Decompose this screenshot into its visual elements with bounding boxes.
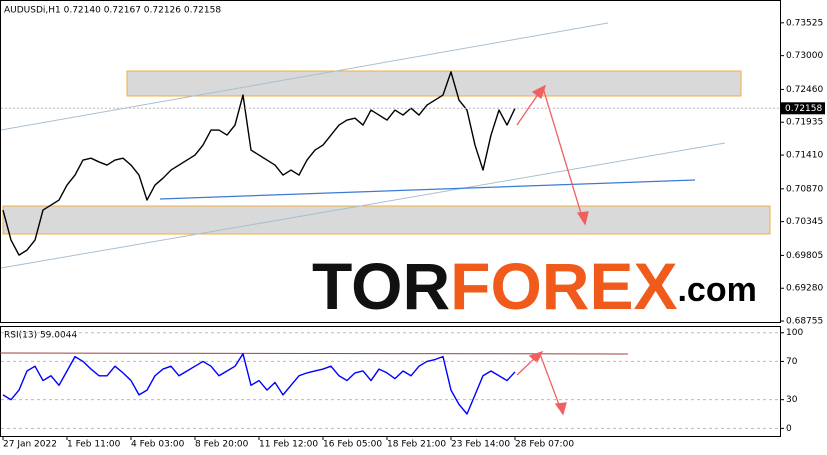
- y-tick-label: 0: [786, 424, 792, 434]
- y-tick-label: 0.73000: [786, 51, 823, 61]
- resistance-zone: [126, 70, 742, 97]
- y-tick-label: 0.68755: [786, 317, 823, 327]
- channel-lower: [0, 142, 726, 269]
- y-tick-label: 0.70345: [786, 217, 823, 227]
- x-tick-label: 18 Feb 21:00: [387, 440, 446, 450]
- x-tick-label: 23 Feb 14:00: [451, 440, 510, 450]
- watermark-orange: FOREX: [450, 249, 677, 323]
- y-tick-label: 0.71410: [786, 151, 823, 161]
- forecast-arrows: [516, 84, 589, 416]
- rsi-level-line: [0, 352, 629, 355]
- x-tick-label: 16 Feb 05:00: [323, 440, 382, 450]
- x-tick-label: 8 Feb 20:00: [195, 440, 249, 450]
- support-zone: [2, 205, 771, 235]
- rsi-panel: [0, 326, 781, 437]
- y-tick-label: 30: [786, 395, 798, 405]
- y-tick-label: 100: [786, 328, 803, 338]
- y-tick-label: 0.71935: [786, 118, 823, 128]
- y-tick-label: 0.72460: [786, 85, 823, 95]
- watermark: TORFOREX.com: [312, 249, 757, 323]
- rsi-title: RSI(13) 59.0044: [4, 331, 77, 341]
- x-tick-label: 1 Feb 11:00: [67, 440, 121, 450]
- x-tick-label: 28 Feb 07:00: [515, 440, 574, 450]
- last-price-label: 0.72158: [785, 104, 822, 114]
- y-tick-label: 0.70870: [786, 184, 823, 194]
- watermark-suffix: .com: [677, 271, 756, 309]
- y-tick-label: 0.69805: [786, 251, 823, 261]
- series-line: [2, 71, 516, 256]
- x-tick-label: 27 Jan 2022: [3, 440, 57, 450]
- channel-upper: [0, 22, 609, 131]
- y-tick-label: 0.69280: [786, 284, 823, 294]
- price-title: AUDUSDi,H1 0.72140 0.72167 0.72126 0.721…: [4, 6, 221, 16]
- y-tick-label: 0.73525: [786, 18, 823, 28]
- series-line: [2, 353, 516, 415]
- x-tick-label: 4 Feb 03:00: [131, 440, 185, 450]
- support-line: [159, 179, 696, 200]
- last-price-tag: [781, 102, 825, 115]
- y-tick-label: 70: [786, 357, 798, 367]
- watermark-dark: TOR: [312, 249, 450, 323]
- x-tick-label: 11 Feb 12:00: [259, 440, 318, 450]
- price-panel: [0, 0, 781, 323]
